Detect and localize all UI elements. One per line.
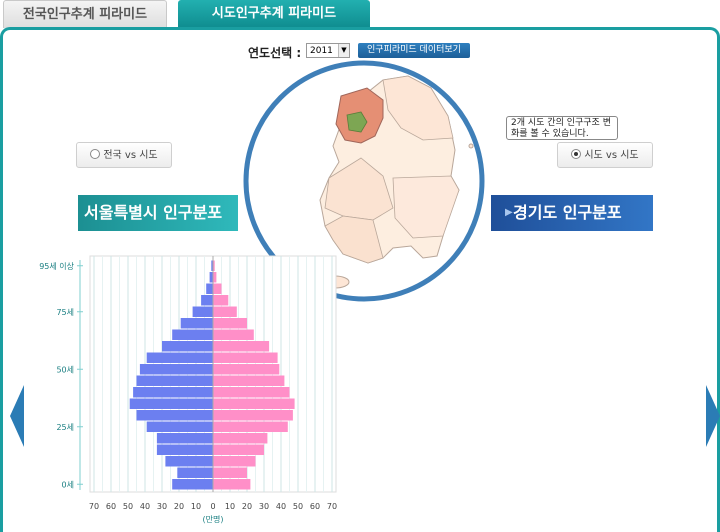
radio-off-icon [90, 149, 101, 159]
year-select[interactable]: 2011 ▼ [306, 43, 350, 58]
map-jeolla[interactable] [324, 215, 384, 264]
map-gangwon[interactable] [382, 75, 454, 141]
map-gyeongsang[interactable] [392, 175, 460, 239]
right-region-title: ▶ 경기도 인구분포 [491, 195, 653, 231]
sido-vs-sido-radio[interactable]: 시도 vs 시도 [557, 142, 653, 168]
x-tick-label: 0 [210, 502, 215, 511]
female-bar [213, 479, 251, 490]
male-bar [133, 387, 213, 398]
female-bar [213, 318, 247, 329]
female-bar [213, 456, 256, 467]
x-tick-label: 10 [225, 502, 235, 511]
male-bar [177, 467, 213, 478]
male-bar [146, 352, 213, 363]
nation-vs-sido-label: 전국 vs 시도 [103, 150, 158, 161]
nation-vs-sido-radio[interactable]: 전국 vs 시도 [76, 142, 172, 168]
female-bar [213, 433, 268, 444]
x-tick-label: 60 [310, 502, 320, 511]
pyramid-data-button[interactable]: 인구피라미드 데이터보기 [358, 43, 470, 58]
age-label: 75세 [56, 308, 74, 317]
x-tick-label: 50 [123, 502, 133, 511]
chevron-down-icon: ▼ [338, 44, 349, 57]
female-bar [213, 410, 293, 421]
female-bar [213, 364, 280, 375]
male-bar [165, 456, 213, 467]
age-label: 0세 [62, 480, 74, 489]
male-bar [172, 329, 213, 340]
radio-on-icon [571, 149, 582, 159]
male-bar [156, 444, 213, 455]
female-bar [213, 341, 270, 352]
x-unit-label: (만명) [203, 514, 224, 524]
male-bar [156, 433, 213, 444]
female-bar [213, 398, 295, 409]
age-label: 95세 이상 [39, 261, 74, 271]
year-select-label: 연도선택 : [248, 46, 302, 60]
age-label: 50세 [56, 365, 74, 374]
tab-national-pyramid[interactable]: 전국인구추계 피라미드 [3, 0, 167, 28]
male-bar [139, 364, 213, 375]
left-population-pyramid: 70 60 50 40 30 20 10 0 10 20 30 40 50 60 70 (만명) 95세 이상 7… [39, 255, 337, 524]
x-tick-label: 30 [259, 502, 269, 511]
female-bar [213, 329, 254, 340]
female-bar [213, 283, 222, 294]
female-bar [213, 421, 288, 432]
map-seoul[interactable] [346, 111, 368, 133]
female-bar [213, 375, 285, 386]
map-ulleungdo [468, 143, 474, 149]
x-tick-label: 70 [89, 502, 99, 511]
female-bar [213, 444, 264, 455]
korea-map [243, 60, 485, 302]
age-label: 25세 [56, 423, 74, 432]
x-tick-label: 70 [327, 502, 337, 511]
female-bar [213, 260, 215, 271]
female-bar [213, 272, 217, 283]
male-bar [180, 318, 213, 329]
female-bar [213, 387, 290, 398]
male-bar [209, 272, 213, 283]
map-chungcheong[interactable] [324, 157, 394, 221]
male-bar [206, 283, 213, 294]
male-bar [201, 295, 213, 306]
next-arrow-icon[interactable] [706, 385, 720, 447]
x-tick-label: 40 [140, 502, 150, 511]
female-bar [213, 352, 278, 363]
male-bar [172, 479, 213, 490]
male-bar [211, 260, 213, 271]
x-tick-label: 40 [276, 502, 286, 511]
x-tick-label: 20 [242, 502, 252, 511]
male-bar [129, 398, 213, 409]
comparison-tooltip: 2개 시도 간의 인구구조 변화를 볼 수 있습니다. [506, 116, 618, 140]
male-bar [146, 421, 213, 432]
play-icon: ▶ [505, 207, 513, 218]
x-tick-label: 30 [157, 502, 167, 511]
x-tick-label: 10 [191, 502, 201, 511]
female-bar [213, 306, 237, 317]
x-tick-label: 60 [106, 502, 116, 511]
right-region-title-text: 경기도 인구분포 [513, 203, 622, 222]
male-bar [136, 375, 213, 386]
female-bar [213, 295, 229, 306]
male-bar [162, 341, 213, 352]
female-bar [213, 467, 247, 478]
left-region-title: 서울특별시 인구분포 [78, 195, 238, 231]
male-bar [136, 410, 213, 421]
prev-arrow-icon[interactable] [10, 385, 24, 447]
male-bar [192, 306, 213, 317]
tab-province-pyramid[interactable]: 시도인구추계 피라미드 [178, 0, 370, 28]
sido-vs-sido-label: 시도 vs 시도 [584, 150, 639, 161]
x-tick-label: 20 [174, 502, 184, 511]
x-tick-label: 50 [293, 502, 303, 511]
tab-bar: 전국인구추계 피라미드 시도인구추계 피라미드 [0, 0, 720, 28]
year-select-value: 2011 [310, 46, 333, 56]
